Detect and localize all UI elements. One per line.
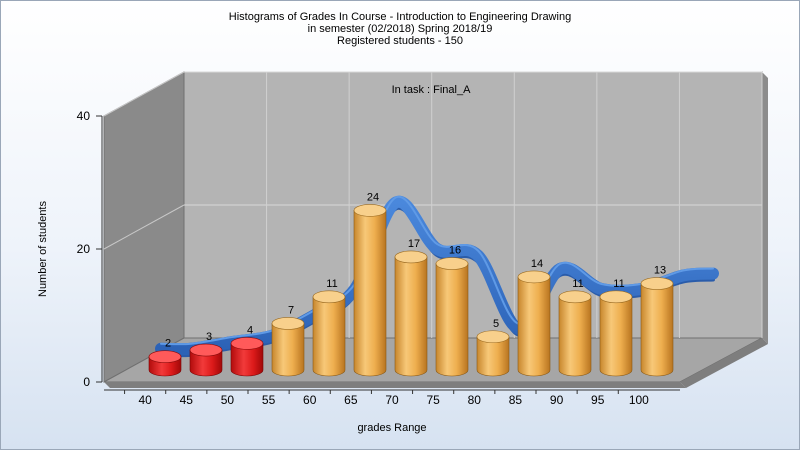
bar-body-90 [558,296,592,377]
chart-title: Histograms of Grades In Course - Introdu… [228,11,572,23]
x-tick-label-4: 60 [303,393,317,407]
bar-body-95 [599,296,633,377]
x-tick-label-2: 50 [221,393,235,407]
data-label-90: 11 [572,278,583,290]
bar-top-100 [640,277,674,290]
chart-subtitle-students: Registered students - 150 [337,35,463,47]
bar-60 [312,290,346,377]
bar-85 [517,270,551,377]
bar-body-100 [640,283,674,377]
y-axis-label: Number of students [37,201,49,297]
y-axis-ticks: 0 20 40 [77,109,102,389]
x-tick-label-11: 95 [591,393,605,407]
bar-body-45 [189,349,223,377]
bar-top-45 [189,343,223,357]
bar-top-85 [517,270,551,284]
x-tick-label-0: 40 [138,393,152,407]
bar-90 [558,290,592,377]
x-axis-label: grades Range [357,422,426,434]
bar-top-95 [599,290,633,304]
data-label-100: 13 [654,265,666,277]
bars [148,204,674,377]
bar-top-80 [476,330,510,344]
bar-body-85 [517,276,551,377]
data-label-60: 11 [326,278,337,290]
bar-top-70 [394,250,428,264]
gridlines [103,71,763,338]
data-label-40: 2 [165,338,171,350]
x-tick-label-6: 70 [385,393,399,407]
bar-body-50 [230,343,264,377]
bar-100 [640,277,674,377]
bar-65 [353,204,387,377]
bar-body-60 [312,296,346,377]
bar-40 [148,350,182,377]
x-tick-label-10: 90 [550,393,564,407]
data-label-70: 17 [408,238,420,250]
x-tick-label-3: 55 [262,393,276,407]
back-wall-edge [762,72,768,344]
y-tick-label-2: 40 [77,109,91,123]
bar-top-50 [230,337,264,350]
bar-55 [271,317,305,377]
bar-70 [394,250,428,377]
bar-top-40 [148,350,182,364]
y-tick-label-1: 20 [77,242,91,256]
gridline-side-2 [103,71,185,117]
bar-body-65 [353,210,387,377]
bar-95 [599,290,633,377]
chart-titles: Histograms of Grades In Course - Introdu… [0,11,800,47]
bar-top-90 [558,290,592,304]
x-axis-ticks: 40 45 50 55 60 65 70 75 80 85 90 95 100 [124,390,649,407]
x-tick-label-12: 100 [629,393,649,407]
y-tick-label-0: 0 [83,375,90,389]
bar-top-75 [435,257,469,270]
bar-50 [230,337,264,377]
data-label-55: 7 [288,304,294,316]
bar-top-60 [312,290,346,304]
data-label-85: 14 [531,258,543,270]
x-tick-label-1: 45 [180,393,194,407]
x-tick-label-7: 75 [426,393,440,407]
x-tick-label-8: 80 [468,393,482,407]
bar-body-80 [476,336,510,377]
bar-body-70 [394,256,428,377]
data-label-75: 16 [449,245,461,257]
bar-45 [189,343,223,377]
bar-data-labels: 2 3 4 7 11 24 17 16 5 14 11 11 13 [165,191,666,349]
bar-top-55 [271,317,305,330]
trend-ribbon-highlight [160,195,714,346]
data-label-80: 5 [493,318,499,330]
bar-80 [476,330,510,377]
data-label-45: 3 [206,331,212,343]
x-tick-label-9: 85 [509,393,523,407]
bar-body-55 [271,323,305,377]
bar-body-75 [435,263,469,377]
x-tick-label-5: 65 [344,393,358,407]
bar-top-65 [353,204,387,217]
data-label-65: 24 [367,191,379,203]
data-label-50: 4 [247,324,253,336]
floor-front-edge [104,382,686,388]
chart-subtitle-semester: in semester (02/2018) Spring 2018/19 [307,23,493,35]
floor-edge [680,338,768,388]
gridline-side-1 [103,204,185,250]
bar-75 [435,257,469,377]
data-label-95: 11 [613,278,624,290]
task-annotation: In task : Final_A [392,84,472,96]
